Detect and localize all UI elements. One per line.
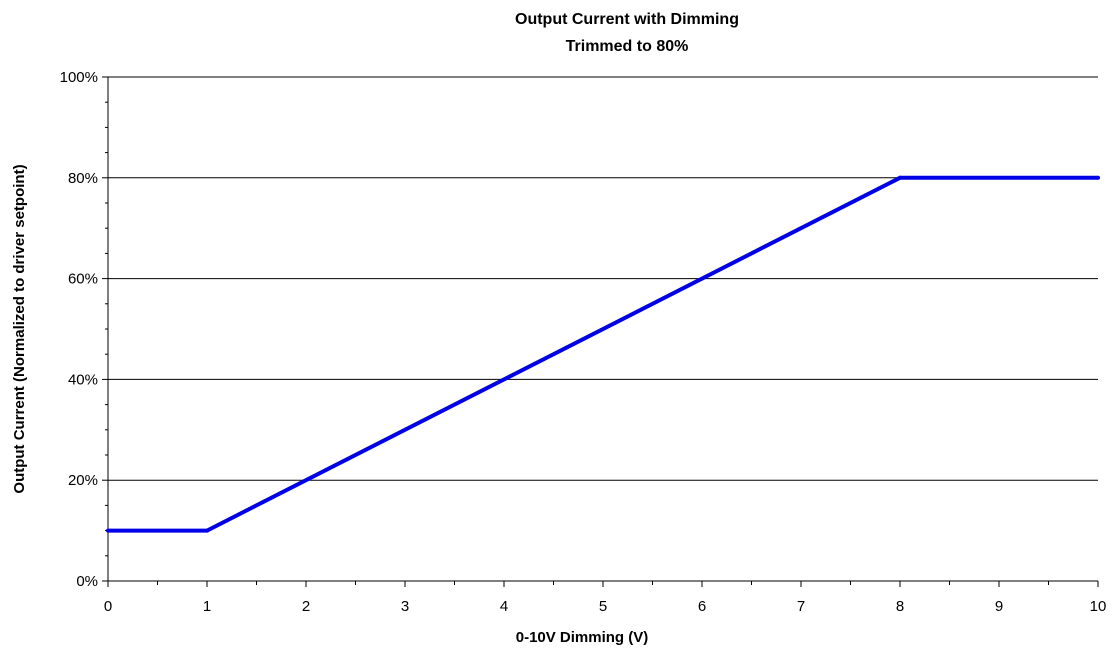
x-axis-label: 0-10V Dimming (V) — [516, 629, 649, 646]
x-tick-label-9: 9 — [995, 598, 1003, 615]
y-tick-label-20: 20% — [68, 472, 98, 489]
x-tick-label-2: 2 — [302, 598, 310, 615]
x-tick-label-7: 7 — [797, 598, 805, 615]
x-tick-label-1: 1 — [203, 598, 211, 615]
chart-title: Output Current with Dimming — [515, 11, 739, 28]
x-tick-label-4: 4 — [500, 598, 508, 615]
y-axis-label: Output Current (Normalized to driver set… — [11, 164, 28, 493]
x-tick-labels: 0 1 2 3 4 5 6 7 8 9 10 — [104, 598, 1107, 615]
x-tick-label-6: 6 — [698, 598, 706, 615]
x-tick-label-8: 8 — [896, 598, 904, 615]
x-tick-label-0: 0 — [104, 598, 112, 615]
x-tick-label-10: 10 — [1090, 598, 1107, 615]
chart-subtitle: Trimmed to 80% — [566, 38, 689, 55]
y-tick-label-40: 40% — [68, 371, 98, 388]
data-point-0-2 — [898, 175, 902, 180]
y-tick-labels: 0% 20% 40% 60% 80% 100% — [60, 69, 98, 590]
x-tick-label-3: 3 — [401, 598, 409, 615]
y-tick-label-60: 60% — [68, 271, 98, 288]
y-tick-label-100: 100% — [60, 69, 98, 86]
x-tick-label-5: 5 — [599, 598, 607, 615]
tick-marks — [102, 76, 1099, 587]
y-tick-label-80: 80% — [68, 170, 98, 187]
y-tick-label-0: 0% — [76, 573, 98, 590]
series-layer — [106, 175, 1100, 533]
series-line-0 — [108, 175, 1098, 533]
data-point-0-1 — [205, 528, 209, 533]
gridlines — [108, 76, 1098, 481]
data-point-0-0 — [106, 528, 110, 533]
data-point-0-3 — [1096, 175, 1100, 180]
